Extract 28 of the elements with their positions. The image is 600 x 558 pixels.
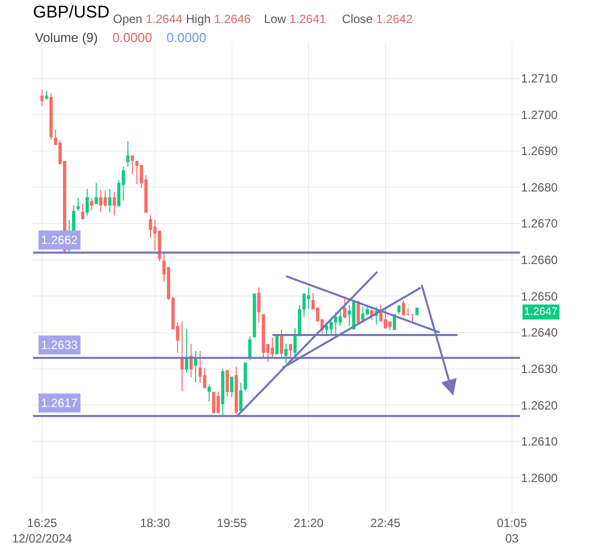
y-tick-label: 1.2640 xyxy=(521,326,558,340)
text: 1.2647 xyxy=(524,306,558,318)
x-tick-label: 22:45 xyxy=(370,516,401,530)
text: Close 1.2642 xyxy=(342,12,414,26)
ref-line-label: 1.2617 xyxy=(41,396,78,410)
y-tick-label: 1.2700 xyxy=(521,108,558,122)
y-tick-label: 1.2710 xyxy=(521,72,558,86)
y-tick-label: 1.2660 xyxy=(521,253,558,268)
y-tick-label: 1.2620 xyxy=(521,398,558,412)
x-tick-label: 19:55 xyxy=(216,516,248,530)
y-tick-label: 1.2650 xyxy=(521,289,558,304)
y-tick-label: 1.2610 xyxy=(521,434,558,449)
annotation: Volume (9) 0.0000 0.0000 xyxy=(35,30,206,45)
x-tick-label: 18:30 xyxy=(140,516,170,530)
text: Open 1.2644 xyxy=(113,12,183,26)
ref-line-label: 1.2662 xyxy=(41,233,78,247)
x-tick-label: 21:20 xyxy=(294,516,324,530)
text: Low 1.2641 xyxy=(264,12,326,26)
text: High 1.2646 xyxy=(186,12,252,26)
x-tick-label: 16:25 12/02/2024 xyxy=(12,516,72,546)
y-tick-label: 1.2670 xyxy=(521,216,558,231)
chart-title: GBP/USD xyxy=(33,2,110,22)
y-tick-label: 1.2680 xyxy=(521,180,558,194)
y-tick-label: 1.2690 xyxy=(521,144,558,158)
x-tick-label: 01:05 03 xyxy=(496,516,528,546)
y-tick-label: 1.2600 xyxy=(521,470,558,485)
y-tick-label: 1.2630 xyxy=(521,362,558,376)
ref-line-label: 1.2633 xyxy=(41,338,78,352)
